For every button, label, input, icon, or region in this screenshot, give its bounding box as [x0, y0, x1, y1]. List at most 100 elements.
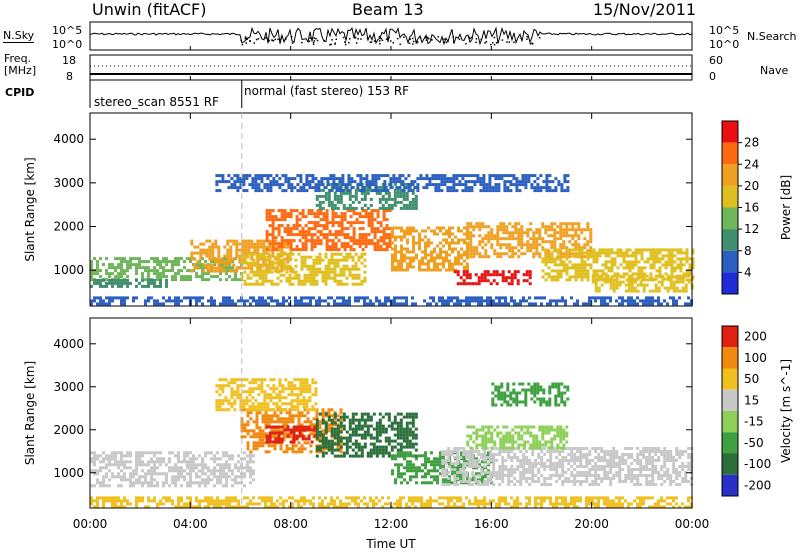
heatmap-cell — [156, 457, 159, 461]
heatmap-cell — [454, 235, 457, 239]
heatmap-cell — [496, 225, 500, 229]
heatmap-cell — [255, 441, 259, 445]
heatmap-cell — [507, 471, 511, 474]
heatmap-cell — [496, 255, 500, 259]
heatmap-cell — [315, 433, 319, 437]
y-tick-label: 2000 — [53, 220, 84, 234]
nsearch-dot — [491, 41, 494, 44]
heatmap-cell — [559, 272, 563, 276]
heatmap-cell — [269, 189, 273, 193]
heatmap-cell — [407, 174, 411, 178]
heatmap-cell — [180, 278, 183, 282]
heatmap-cell — [409, 250, 412, 254]
heatmap-cell — [505, 228, 509, 232]
heatmap-cell — [177, 478, 180, 482]
heatmap-cell — [433, 457, 436, 461]
heatmap-cell — [265, 209, 269, 213]
heatmap-cell — [114, 275, 117, 279]
heatmap-cell — [640, 254, 644, 258]
heatmap-cell — [183, 451, 186, 455]
heatmap-cell — [171, 478, 174, 482]
heatmap-cell — [459, 302, 462, 306]
heatmap-cell — [183, 260, 186, 264]
heatmap-cell — [540, 459, 544, 462]
heatmap-cell — [670, 275, 674, 279]
heatmap-cell — [183, 478, 186, 482]
heatmap-cell — [537, 480, 541, 483]
heatmap-cell — [400, 256, 403, 260]
heatmap-cell — [460, 247, 463, 251]
heatmap-cell — [533, 189, 537, 193]
heatmap-cell — [675, 299, 678, 303]
heatmap-cell — [433, 475, 436, 479]
heatmap-cell — [400, 475, 403, 479]
heatmap-cell — [591, 280, 595, 284]
heatmap-cell — [330, 252, 334, 256]
heatmap-cell — [370, 230, 374, 234]
heatmap-cell — [412, 226, 415, 230]
heatmap-cell — [672, 296, 675, 300]
heatmap-cell — [292, 431, 296, 435]
heatmap-cell — [436, 478, 439, 482]
heatmap-cell — [225, 466, 228, 470]
heatmap-cell — [501, 471, 505, 474]
heatmap-cell — [247, 266, 251, 270]
heatmap-cell — [562, 252, 566, 256]
nsearch-dot — [403, 36, 405, 38]
heatmap-cell — [427, 268, 430, 272]
heatmap-cell — [374, 177, 378, 181]
heatmap-cell — [352, 239, 356, 243]
heatmap-cell — [221, 174, 225, 178]
heatmap-cell — [577, 275, 581, 279]
heatmap-cell — [310, 236, 314, 240]
heatmap-cell — [610, 248, 614, 252]
heatmap-cell — [274, 269, 278, 273]
heatmap-cell — [434, 186, 438, 190]
heatmap-cell — [477, 282, 481, 286]
heatmap-cell — [416, 177, 420, 181]
heatmap-cell — [264, 273, 268, 277]
heatmap-cell — [514, 246, 518, 250]
heatmap-cell — [594, 296, 597, 300]
heatmap-cell — [385, 227, 389, 231]
heatmap-cell — [232, 269, 236, 273]
heatmap-cell — [447, 302, 450, 306]
heatmap-cell — [252, 441, 256, 445]
heatmap-cell — [177, 296, 180, 300]
heatmap-cell — [504, 474, 508, 477]
heatmap-cell — [343, 227, 347, 231]
nsearch-dot — [280, 36, 283, 38]
heatmap-cell — [313, 434, 317, 438]
heatmap-cell — [246, 299, 249, 303]
heatmap-cell — [234, 475, 237, 479]
heatmap-cell — [415, 469, 418, 473]
heatmap-cell — [396, 427, 400, 431]
heatmap-cell — [625, 266, 629, 270]
heatmap-cell — [135, 466, 138, 470]
heatmap-cell — [408, 445, 412, 449]
heatmap-cell — [129, 460, 132, 464]
heatmap-cell — [427, 481, 430, 485]
heatmap-cell — [356, 183, 360, 187]
heatmap-cell — [321, 436, 325, 440]
heatmap-cell — [228, 266, 231, 270]
heatmap-cell — [229, 248, 233, 252]
heatmap-cell — [315, 197, 319, 201]
heatmap-cell — [648, 299, 651, 303]
heatmap-cell — [283, 218, 287, 222]
heatmap-cell — [409, 460, 412, 464]
heatmap-cell — [465, 453, 469, 456]
heatmap-cell — [268, 434, 272, 438]
heatmap-cell — [351, 273, 355, 277]
heatmap-cell — [381, 302, 384, 306]
heatmap-cell — [520, 225, 524, 229]
heatmap-cell — [358, 242, 362, 246]
heatmap-cell — [363, 442, 367, 446]
heatmap-cell — [468, 483, 472, 486]
heatmap-cell — [342, 451, 346, 455]
heatmap-cell — [643, 248, 647, 252]
heatmap-cell — [315, 418, 319, 422]
nsearch-dot — [417, 41, 419, 43]
heatmap-cell — [273, 414, 277, 418]
heatmap-cell — [586, 240, 590, 244]
